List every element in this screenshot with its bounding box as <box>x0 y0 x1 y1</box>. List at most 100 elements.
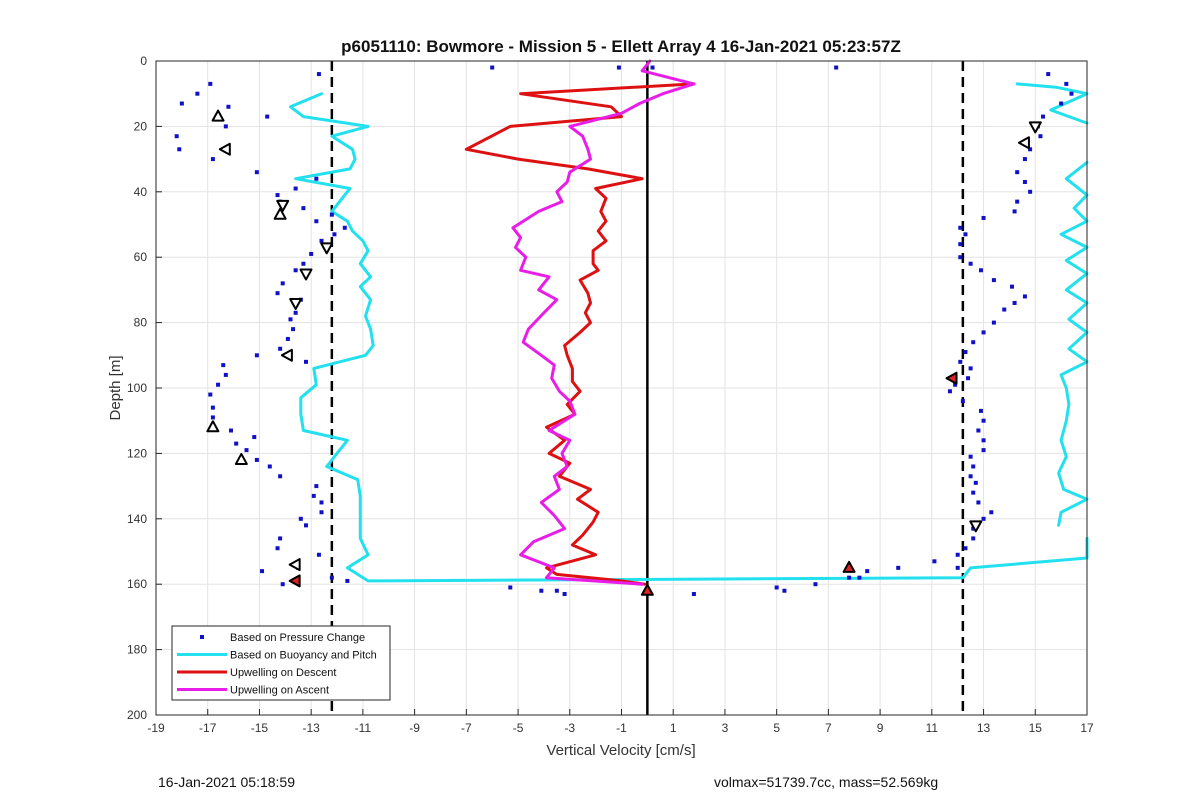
data-point <box>210 415 215 420</box>
data-point <box>293 268 298 273</box>
data-point <box>616 65 621 70</box>
data-point <box>179 101 184 106</box>
data-point <box>1015 170 1020 175</box>
data-point <box>332 232 337 237</box>
data-point <box>971 536 976 541</box>
data-point <box>254 457 259 462</box>
data-point <box>847 575 852 580</box>
data-point <box>1015 199 1020 204</box>
marker-triangle-down <box>289 297 303 310</box>
data-point <box>968 454 973 459</box>
tick-layer: -19 -17 -15 -13 -11 -9 -7 -5 -3 -1 1 3 5 7 9 11 13 15 1702… <box>127 54 1094 735</box>
data-point <box>228 428 233 433</box>
data-point <box>539 588 544 593</box>
data-point <box>244 448 249 453</box>
data-point <box>981 438 986 443</box>
data-point <box>278 536 283 541</box>
data-point <box>265 114 270 119</box>
data-point <box>958 359 963 364</box>
data-point <box>896 565 901 570</box>
data-point <box>254 353 259 358</box>
legend-label: Upwelling on Descent <box>230 667 336 679</box>
data-point <box>958 242 963 247</box>
data-point <box>947 389 952 394</box>
data-point <box>288 317 293 322</box>
x-tick-label: -11 <box>355 721 372 735</box>
data-point <box>782 588 787 593</box>
y-tick-label: 20 <box>134 119 148 133</box>
data-point <box>226 104 231 109</box>
grid <box>156 61 1087 715</box>
data-point <box>298 516 303 521</box>
data-point <box>991 320 996 325</box>
data-point <box>813 582 818 587</box>
marker-triangle-down <box>1028 121 1042 134</box>
data-point <box>208 392 213 397</box>
data-point <box>968 474 973 479</box>
data-point <box>958 255 963 260</box>
x-tick-label: 3 <box>722 721 729 735</box>
data-point <box>309 251 314 256</box>
data-point <box>490 65 495 70</box>
data-point <box>329 212 334 217</box>
data-point <box>1012 209 1017 214</box>
data-point <box>260 569 265 574</box>
y-tick-label: 0 <box>140 54 147 68</box>
data-point <box>932 559 937 564</box>
data-point <box>955 565 960 570</box>
data-point <box>319 500 324 505</box>
marker-triangle-down <box>969 520 983 533</box>
x-tick-label: 17 <box>1080 721 1094 735</box>
series-line <box>1057 160 1089 527</box>
marker-triangle-left <box>288 574 301 588</box>
marker-triangle-up <box>842 560 856 573</box>
x-tick-label: 9 <box>877 721 884 735</box>
data-point <box>319 510 324 515</box>
data-point <box>210 157 215 162</box>
data-point <box>989 510 994 515</box>
data-point <box>1059 101 1064 106</box>
y-tick-label: 80 <box>134 316 148 330</box>
data-point <box>968 261 973 266</box>
data-point <box>314 484 319 489</box>
data-point <box>275 291 280 296</box>
data-point <box>1022 294 1027 299</box>
data-point <box>774 585 779 590</box>
chart-title: p6051110: Bowmore - Mission 5 - Ellett A… <box>341 37 901 56</box>
data-point <box>958 225 963 230</box>
data-point <box>981 215 986 220</box>
data-point <box>342 225 347 230</box>
data-point <box>691 592 696 597</box>
series-line <box>464 82 696 586</box>
x-tick-label: 11 <box>926 721 939 735</box>
marker-triangle-up <box>640 583 654 596</box>
data-point <box>1028 147 1033 152</box>
y-tick-label: 100 <box>127 381 147 395</box>
x-tick-label: -9 <box>409 721 420 735</box>
data-point <box>1064 81 1069 86</box>
data-point <box>345 578 350 583</box>
marker-triangle-up <box>211 109 225 122</box>
data-point <box>960 399 965 404</box>
data-point <box>554 588 559 593</box>
series-line <box>289 92 1089 583</box>
x-tick-label: -15 <box>251 721 269 735</box>
data-point <box>508 585 513 590</box>
data-point <box>981 516 986 521</box>
data-point <box>978 408 983 413</box>
y-tick-label: 140 <box>127 512 147 526</box>
data-point <box>275 546 280 551</box>
data-point <box>314 219 319 224</box>
data-point <box>254 170 259 175</box>
marker-triangle-down <box>276 199 290 212</box>
data-point <box>1022 157 1027 162</box>
data-point <box>301 206 306 211</box>
data-point <box>981 418 986 423</box>
x-tick-label: -5 <box>513 721 524 735</box>
data-point <box>301 261 306 266</box>
legend-box <box>171 625 391 701</box>
data-point <box>210 405 215 410</box>
x-tick-label: -17 <box>199 721 217 735</box>
x-tick-label: 5 <box>773 721 780 735</box>
x-tick-label: 13 <box>977 721 991 735</box>
